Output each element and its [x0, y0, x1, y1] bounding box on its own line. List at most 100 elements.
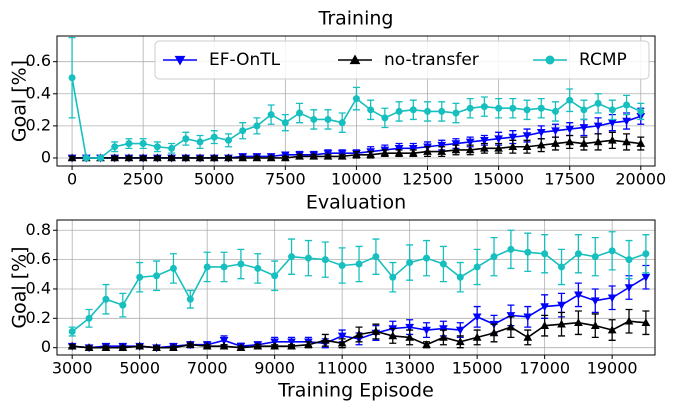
marker [167, 153, 176, 162]
marker [209, 153, 219, 162]
chart-title: Training [318, 8, 394, 30]
marker [494, 143, 503, 152]
plot-frame [56, 35, 656, 167]
marker [508, 142, 518, 151]
marker [523, 313, 533, 322]
marker [608, 106, 616, 114]
marker [338, 261, 346, 269]
marker [169, 264, 177, 272]
marker [287, 341, 296, 350]
marker [551, 107, 559, 115]
marker [506, 322, 516, 331]
marker [537, 104, 545, 112]
x-tick-label: 3000 [52, 359, 93, 378]
marker [523, 106, 531, 114]
x-tick-label: 5000 [119, 359, 160, 378]
marker [219, 341, 229, 350]
marker [352, 150, 361, 159]
marker [438, 107, 446, 115]
marker [238, 153, 248, 162]
y-tick-label: 0.4 [26, 83, 51, 102]
marker [558, 263, 566, 271]
marker [472, 313, 482, 322]
marker [270, 341, 280, 350]
marker [139, 140, 147, 148]
marker [186, 295, 194, 303]
x-tick-label: 5000 [194, 170, 235, 189]
marker [565, 125, 575, 134]
marker [465, 145, 475, 154]
marker [574, 318, 583, 327]
marker [101, 343, 111, 351]
marker [388, 331, 398, 340]
marker [451, 145, 461, 154]
marker [551, 139, 560, 147]
marker [456, 273, 464, 281]
marker [565, 137, 575, 146]
marker [349, 54, 361, 65]
marker [224, 136, 232, 144]
marker [174, 55, 186, 66]
marker [323, 151, 333, 160]
marker [355, 260, 363, 268]
marker [153, 143, 161, 151]
marker [557, 319, 566, 328]
marker [480, 103, 488, 111]
marker [111, 143, 119, 151]
marker [624, 316, 634, 325]
x-tick-label: 7500 [265, 170, 306, 189]
series [67, 308, 651, 351]
marker [495, 104, 503, 112]
x-tick-label: 9000 [254, 359, 295, 378]
marker [593, 137, 603, 146]
x-tick-label: 17000 [519, 359, 570, 378]
marker [623, 101, 631, 109]
marker [253, 341, 263, 350]
marker [489, 328, 499, 337]
marker [271, 272, 279, 280]
marker [522, 132, 532, 141]
marker [366, 150, 375, 159]
marker [281, 119, 289, 127]
marker [85, 314, 93, 322]
marker [295, 151, 304, 160]
legend-box [154, 40, 650, 80]
marker [102, 295, 110, 303]
marker [372, 253, 380, 261]
x-tick-label: 20000 [615, 170, 666, 189]
marker [224, 153, 233, 162]
marker [136, 273, 144, 281]
marker [439, 325, 448, 334]
marker [523, 332, 533, 341]
marker [540, 321, 549, 329]
marker [288, 253, 296, 261]
marker [508, 133, 518, 142]
marker [637, 107, 645, 115]
marker [594, 99, 602, 107]
y-tick-label: 0.2 [26, 115, 51, 134]
marker [124, 153, 134, 162]
marker [371, 326, 381, 335]
y-tick-label: 0.6 [26, 249, 51, 268]
marker [310, 115, 318, 123]
marker [84, 343, 94, 351]
marker [202, 341, 212, 350]
marker [574, 250, 582, 258]
marker [321, 256, 329, 264]
marker [507, 245, 515, 253]
marker [324, 115, 332, 123]
y-axis-label: Goal [%] [9, 60, 31, 142]
marker [423, 147, 432, 155]
marker [642, 250, 650, 258]
chart-title: Evaluation [306, 192, 406, 214]
marker [473, 263, 481, 271]
marker [82, 154, 90, 162]
marker [296, 109, 304, 117]
marker [337, 151, 347, 160]
marker [465, 138, 475, 147]
marker [506, 312, 516, 320]
x-tick-label: 12500 [402, 170, 453, 189]
marker [625, 256, 633, 264]
series [68, 36, 645, 162]
y-tick-label: 0.2 [26, 308, 51, 327]
